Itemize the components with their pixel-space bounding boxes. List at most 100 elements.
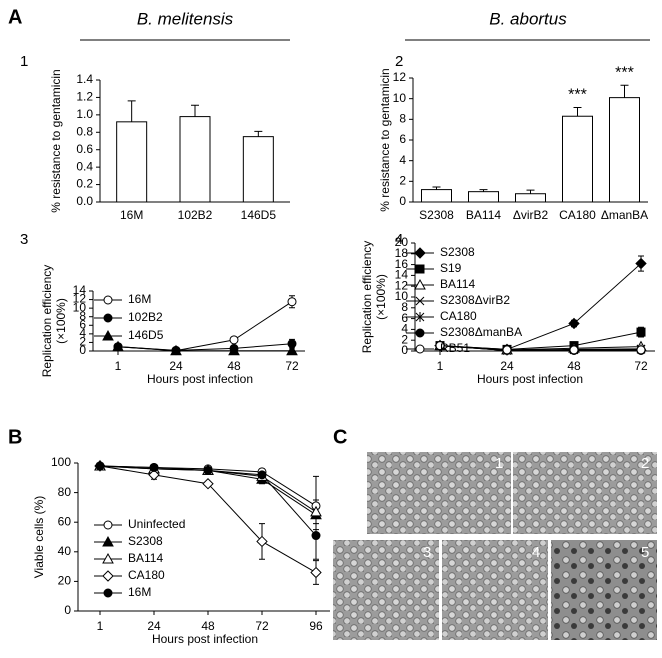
x-tick-label: 72: [285, 359, 299, 373]
y-tick-label: 0.2: [76, 177, 93, 191]
marker: [568, 317, 580, 330]
micrograph-label: 5: [641, 544, 649, 561]
y-tick-label: 14: [395, 268, 409, 282]
marker: [415, 296, 425, 306]
y-tick-label: 2: [401, 332, 408, 346]
error-bar: [573, 106, 582, 117]
marker: [502, 345, 512, 355]
marker: [102, 535, 114, 547]
y-tick-label: 2: [79, 335, 86, 349]
x-axis-label: Hours post infection: [477, 372, 583, 386]
marker: [286, 344, 298, 356]
y-tick-label: 18: [395, 246, 409, 260]
y-tick-label: 12: [393, 70, 407, 84]
micrograph-label: 1: [495, 455, 503, 472]
series-line: [439, 345, 641, 351]
x-axis-label: Hours post infection: [152, 632, 258, 646]
y-tick-label: 4: [401, 322, 408, 336]
x-tick-label: 102B2: [178, 208, 213, 222]
x-tick-label: 72: [634, 359, 648, 373]
marker: [103, 588, 113, 598]
legend-label: BA114: [440, 277, 475, 291]
micrograph: [333, 540, 439, 640]
marker: [112, 340, 124, 352]
y-tick-label: 8: [401, 300, 408, 314]
x-tick-label: ΔvirB2: [513, 208, 549, 222]
panel-letter: B: [8, 426, 22, 448]
error-bar: [620, 84, 629, 98]
legend-label: CA180: [128, 568, 165, 582]
x-tick-label: 72: [255, 619, 269, 633]
bar: [515, 193, 546, 203]
x-tick-label: BA114: [466, 208, 501, 222]
y-tick-label: 20: [58, 574, 72, 588]
y-axis-label: (×100%): [54, 298, 68, 344]
micrograph-label: 4: [532, 544, 540, 561]
y-tick-label: 16: [395, 257, 409, 271]
marker: [170, 344, 182, 356]
marker: [103, 313, 113, 323]
marker: [636, 345, 646, 355]
marker: [415, 312, 425, 322]
y-axis-label: (×100%): [374, 274, 388, 320]
panel-number: 2: [395, 53, 403, 70]
marker: [310, 566, 322, 579]
legend-label: S2308: [440, 245, 475, 259]
marker: [95, 461, 105, 471]
y-axis-label: % resistance to gentamicin: [49, 69, 63, 212]
marker: [414, 247, 426, 259]
x-tick-label: 1: [437, 359, 444, 373]
marker: [256, 535, 268, 548]
y-tick-label: 0: [64, 603, 71, 617]
bar: [562, 115, 593, 203]
chart: 0 20 40 60 80 100 Viable cells (%) Hours post i…: [32, 455, 330, 646]
x-tick-label: 24: [147, 619, 161, 633]
micrograph: [551, 540, 657, 640]
species-header: B. abortus: [489, 9, 567, 28]
panel-number: 3: [20, 231, 28, 248]
marker: [311, 531, 321, 541]
y-axis-label: Replication efficiency: [360, 241, 374, 354]
marker: [103, 295, 113, 305]
legend-label: BA114: [128, 551, 163, 565]
species-header: B. melitensis: [137, 9, 234, 28]
bar: [179, 116, 211, 203]
x-tick-label: 146D5: [241, 208, 277, 222]
bar: [421, 189, 452, 203]
y-axis-label: Replication efficiency: [40, 265, 54, 378]
y-tick-label: 10: [73, 300, 87, 314]
error-bar: [127, 100, 136, 122]
error-bar: [191, 104, 199, 117]
y-tick-label: 8: [399, 112, 406, 126]
error-bar: [526, 189, 535, 194]
y-tick-label: 6: [401, 311, 408, 325]
y-tick-label: 1.2: [76, 90, 93, 104]
y-tick-label: 0.0: [76, 194, 93, 208]
x-tick-label: 48: [567, 359, 581, 373]
marker: [203, 465, 213, 475]
y-tick-label: 12: [73, 292, 87, 306]
marker: [102, 329, 114, 341]
error-bar: [432, 186, 441, 190]
y-tick-label: 40: [58, 544, 72, 558]
x-axis-label: Hours post infection: [147, 372, 253, 386]
marker: [415, 328, 425, 338]
marker: [257, 470, 267, 480]
panel-number: 1: [20, 53, 28, 70]
marker: [635, 257, 647, 270]
y-tick-label: 1.4: [76, 72, 93, 86]
y-tick-label: 60: [58, 514, 72, 528]
marker: [228, 344, 240, 356]
x-tick-label: 1: [115, 359, 122, 373]
y-tick-label: 0.6: [76, 142, 93, 156]
panel-letter: C: [333, 426, 347, 448]
annotation: ***: [568, 87, 587, 104]
marker: [414, 278, 426, 290]
legend-label: 102B2: [128, 310, 163, 324]
marker: [102, 552, 114, 564]
y-tick-label: 12: [395, 278, 409, 292]
bar: [609, 97, 640, 203]
legend-label: 146D5: [128, 328, 164, 342]
